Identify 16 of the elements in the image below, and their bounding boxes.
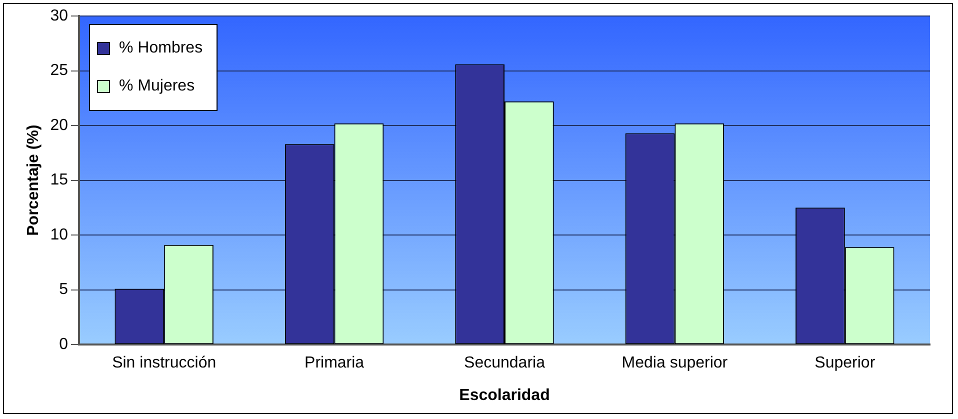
x-tick-label: Primaria xyxy=(304,354,364,372)
x-tick-label: Media superior xyxy=(622,354,728,372)
x-tick-label: Sin instrucción xyxy=(112,354,216,372)
y-axis-title: Porcentaje (%) xyxy=(25,124,42,236)
y-tick-label: 5 xyxy=(59,281,68,298)
x-axis-title: Escolaridad xyxy=(459,386,550,404)
y-tick-label: 10 xyxy=(50,226,68,244)
y-tick-label: 0 xyxy=(59,336,68,354)
legend-label: % Hombres xyxy=(118,39,203,56)
y-tick-label: 25 xyxy=(50,62,68,80)
y-tick-label: 20 xyxy=(50,116,68,134)
legend-label: % Mujeres xyxy=(118,77,195,94)
y-tick-label: 30 xyxy=(50,7,68,24)
x-tick-label: Superior xyxy=(814,354,876,372)
x-tick-label: Secundaria xyxy=(464,354,546,372)
y-tick-label: 15 xyxy=(50,172,68,189)
